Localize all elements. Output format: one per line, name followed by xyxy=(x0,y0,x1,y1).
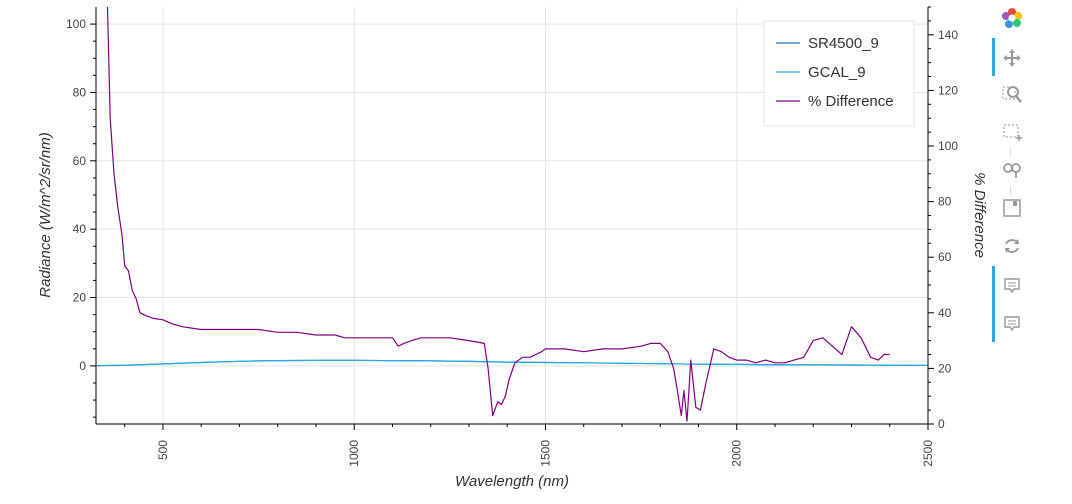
y-axis-title: Radiance (W/m^2/sr/nm) xyxy=(37,132,54,297)
legend-label-sr4500: SR4500_9 xyxy=(808,35,879,52)
y-tick-label: 80 xyxy=(73,85,87,99)
x-tick-label: 1000 xyxy=(347,440,361,467)
x-tick-label: 2000 xyxy=(730,440,744,467)
x-axis-title: Wavelength (nm) xyxy=(455,473,569,490)
y2-tick-label: 140 xyxy=(938,28,958,42)
legend: SR4500_9 GCAL_9 % Difference xyxy=(763,20,915,127)
x-tick-label: 1500 xyxy=(538,440,552,467)
box-select-icon[interactable] xyxy=(998,118,1026,146)
axes: 500 1000 1500 2000 2500020406080100020406080… xyxy=(66,6,958,467)
legend-label-gcal: GCAL_9 xyxy=(808,64,866,81)
pan-icon[interactable] xyxy=(998,44,1026,72)
hover-active-indicator xyxy=(992,266,995,342)
x-tick-label: 2500 xyxy=(921,440,935,467)
y2-tick-label: 40 xyxy=(938,306,952,320)
reset-icon[interactable] xyxy=(998,232,1026,260)
series-line-gcal-9 xyxy=(96,359,928,367)
y-tick-label: 100 xyxy=(66,17,86,31)
series-lines xyxy=(96,7,928,422)
legend-box xyxy=(763,20,915,127)
chart-toolbar xyxy=(988,0,1038,350)
legend-label-difference: % Difference xyxy=(808,93,894,110)
y-tick-label: 40 xyxy=(73,222,87,236)
bokeh-logo-icon[interactable] xyxy=(998,4,1026,32)
reset-zoom-icon[interactable] xyxy=(998,156,1026,184)
hover-icon[interactable] xyxy=(998,272,1026,300)
y2-tick-label: 60 xyxy=(938,250,952,264)
series-line-difference xyxy=(106,7,890,422)
y2-tick-label: 0 xyxy=(938,417,945,431)
y-tick-label: 20 xyxy=(73,291,87,305)
y2-axis-title: % Difference xyxy=(971,172,988,258)
hover-icon[interactable] xyxy=(998,310,1026,338)
save-icon[interactable] xyxy=(998,194,1026,222)
toolbar-separator xyxy=(1010,148,1011,156)
y2-tick-label: 100 xyxy=(938,139,958,153)
toolbar-separator xyxy=(1010,186,1011,194)
pan-active-indicator xyxy=(992,38,995,76)
y2-tick-label: 80 xyxy=(938,195,952,209)
chart: 500 1000 1500 2000 2500020406080100020406080… xyxy=(37,6,988,490)
y-tick-label: 60 xyxy=(73,154,87,168)
box-zoom-icon[interactable] xyxy=(998,80,1026,108)
y2-tick-label: 20 xyxy=(938,361,952,375)
x-tick-label: 500 xyxy=(156,440,170,460)
y2-tick-label: 120 xyxy=(938,83,958,97)
y-tick-label: 0 xyxy=(79,359,86,373)
